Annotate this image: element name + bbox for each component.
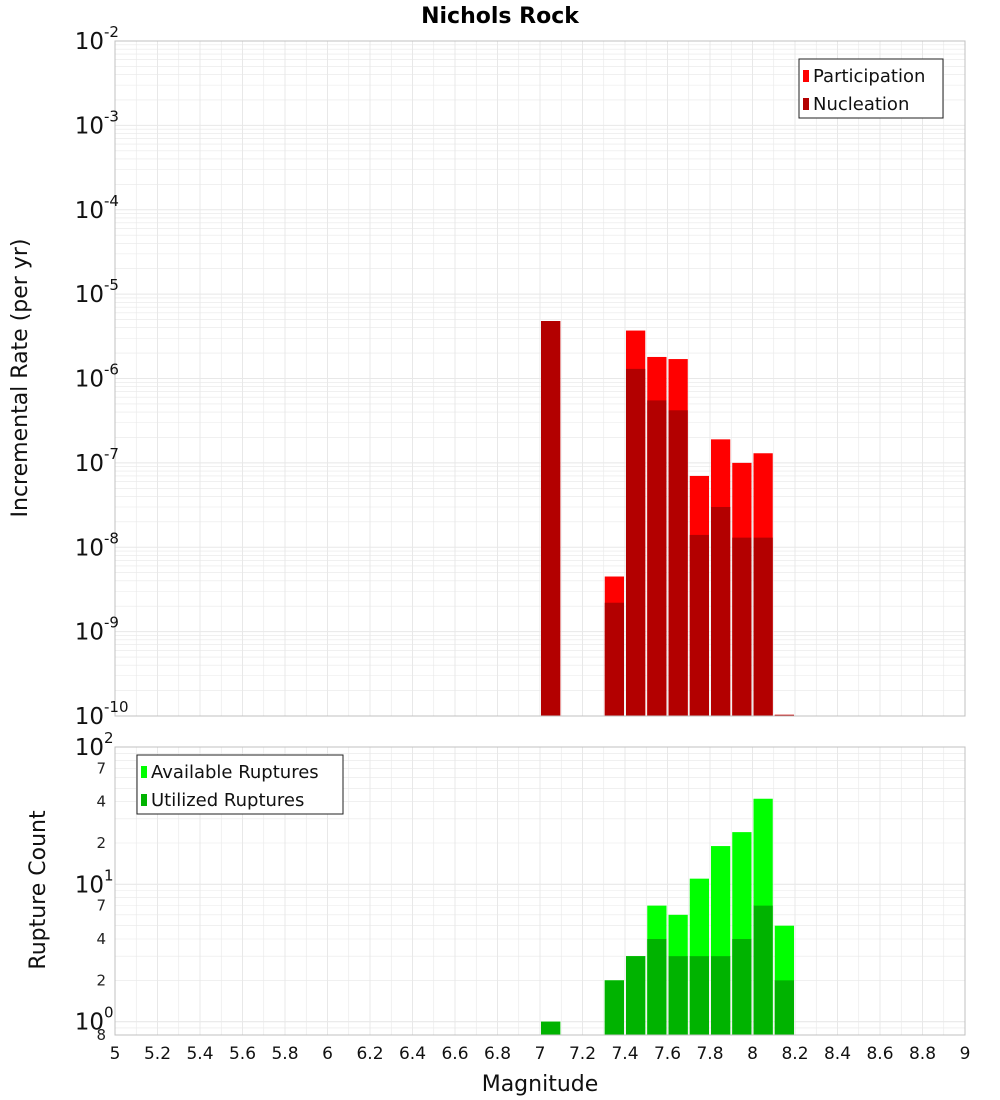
x-tick-label: 5.2 — [144, 1044, 171, 1064]
count-legend-label: Utilized Ruptures — [151, 790, 304, 811]
x-tick-label: 6 — [322, 1044, 333, 1064]
rate-y-tick-exponent: -10 — [104, 698, 129, 716]
bar-utilized-ruptures — [647, 939, 667, 1035]
x-tick-label: 8.8 — [909, 1044, 936, 1064]
bar-nucleation — [774, 714, 794, 716]
bar-utilized-ruptures — [753, 905, 773, 1035]
bar-nucleation — [711, 506, 731, 716]
count-y-tick-exponent: 1 — [104, 866, 114, 884]
x-tick-label: 7 — [535, 1044, 546, 1064]
rate-legend-swatch — [803, 70, 809, 82]
rate-y-tick-label: 10 — [75, 113, 104, 139]
x-tick-label: 5 — [110, 1044, 121, 1064]
rate-y-tick-label: 10 — [75, 198, 104, 224]
count-y-minor-tick-label: 4 — [96, 793, 106, 811]
rate-y-axis-label: Incremental Rate (per yr) — [8, 239, 33, 518]
bar-nucleation — [604, 602, 624, 716]
count-y-tick-label: 10 — [75, 872, 104, 898]
chart-title: Nichols Rock — [421, 4, 580, 29]
x-tick-label: 5.4 — [186, 1044, 213, 1064]
x-tick-label: 5.6 — [229, 1044, 256, 1064]
count-y-tick-exponent: 2 — [104, 729, 114, 747]
count-y-axis-label: Rupture Count — [26, 810, 51, 970]
x-tick-label: 7.2 — [569, 1044, 596, 1064]
x-axis-label: Magnitude — [482, 1072, 599, 1097]
x-tick-label: 7.6 — [654, 1044, 681, 1064]
bar-nucleation — [689, 534, 709, 716]
rate-y-tick-exponent: -5 — [104, 276, 119, 294]
count-legend: Available Ruptures Utilized Ruptures — [136, 754, 344, 815]
x-ticks: 5 5.2 5.4 5.6 5.8 6 6.2 6.4 6.6 6.8 7 7.2 7.4 7.6 7.8 8… — [110, 1044, 971, 1064]
count-bars — [541, 798, 794, 1035]
rate-legend-swatch — [803, 98, 809, 110]
bar-utilized-ruptures — [689, 956, 709, 1035]
rate-y-tick-exponent: -9 — [104, 614, 119, 632]
rate-y-tick-exponent: -8 — [104, 529, 119, 547]
rate-y-tick-label: 10 — [75, 29, 104, 55]
count-y-minor-tick-label: 7 — [96, 759, 106, 777]
count-y-minor-tick-label: 2 — [96, 834, 106, 852]
bar-nucleation — [647, 400, 667, 716]
bar-utilized-ruptures — [668, 956, 688, 1035]
count-y-tick-label: 10 — [75, 1010, 104, 1036]
rate-y-tick-label: 10 — [75, 282, 104, 308]
rate-grid — [114, 40, 966, 717]
count-legend-swatch — [141, 794, 147, 806]
bar-utilized-ruptures — [774, 980, 794, 1035]
bar-nucleation — [732, 537, 752, 716]
rate-bars — [541, 321, 794, 716]
bar-utilized-ruptures — [541, 1021, 561, 1035]
rate-y-tick-exponent: -7 — [104, 445, 119, 463]
rate-y-tick-exponent: -4 — [104, 192, 119, 210]
x-tick-label: 7.8 — [696, 1044, 723, 1064]
x-tick-label: 6.4 — [399, 1044, 426, 1064]
rate-y-tick-exponent: -6 — [104, 361, 119, 379]
x-tick-label: 8.6 — [866, 1044, 893, 1064]
bar-nucleation — [753, 537, 773, 716]
rate-y-tick-label: 10 — [75, 535, 104, 561]
count-y-minor-tick-label: 7 — [96, 897, 106, 915]
x-tick-label: 6.6 — [441, 1044, 468, 1064]
rate-legend-label: Participation — [813, 66, 925, 87]
bar-utilized-ruptures — [604, 980, 624, 1035]
bar-utilized-ruptures — [626, 956, 646, 1035]
count-y-minor-tick-label: 8 — [96, 1026, 106, 1044]
rate-plot-border — [114, 40, 966, 717]
rate-legend-box — [798, 58, 944, 119]
rate-y-tick-exponent: -2 — [104, 23, 119, 41]
x-tick-label: 7.4 — [611, 1044, 638, 1064]
x-tick-label: 6.2 — [356, 1044, 383, 1064]
rate-y-tick-label: 10 — [75, 704, 104, 730]
x-tick-label: 8.4 — [824, 1044, 851, 1064]
bar-nucleation — [626, 368, 646, 716]
x-tick-label: 6.8 — [484, 1044, 511, 1064]
rate-legend-label: Nucleation — [813, 94, 909, 115]
count-y-minor-tick-label: 2 — [96, 971, 106, 989]
count-y-minor-tick-label: 4 — [96, 930, 106, 948]
bar-nucleation — [668, 410, 688, 716]
bar-nucleation — [541, 321, 561, 716]
bar-utilized-ruptures — [711, 956, 731, 1035]
rate-y-tick-label: 10 — [75, 451, 104, 477]
rate-legend: Participation Nucleation — [798, 58, 944, 119]
count-legend-box — [136, 754, 344, 815]
count-y-tick-exponent: 0 — [104, 1004, 114, 1022]
rate-y-tick-label: 10 — [75, 367, 104, 393]
bar-utilized-ruptures — [732, 939, 752, 1035]
count-plot-border — [114, 746, 966, 1036]
rate-y-tick-exponent: -3 — [104, 107, 119, 125]
count-y-tick-label: 10 — [75, 735, 104, 761]
x-tick-label: 8.2 — [781, 1044, 808, 1064]
x-tick-label: 5.8 — [271, 1044, 298, 1064]
rate-y-tick-label: 10 — [75, 620, 104, 646]
count-legend-label: Available Ruptures — [151, 762, 319, 783]
x-tick-label: 8 — [747, 1044, 758, 1064]
x-tick-label: 9 — [960, 1044, 971, 1064]
count-legend-swatch — [141, 766, 147, 778]
